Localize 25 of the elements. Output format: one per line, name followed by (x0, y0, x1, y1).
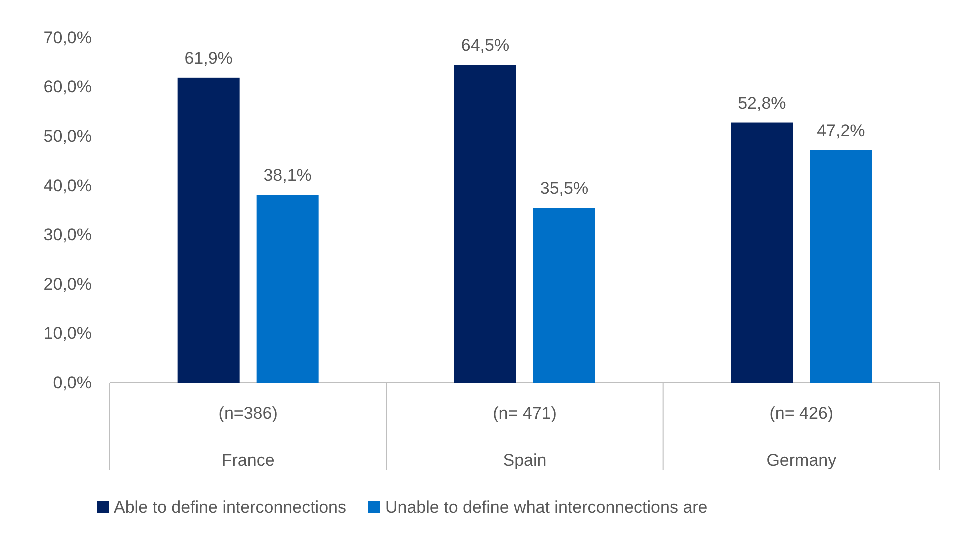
y-tick-label: 10,0% (44, 324, 92, 344)
category-label: (n= 426) Germany (766, 404, 837, 470)
bar (810, 150, 872, 383)
y-tick-label: 70,0% (44, 28, 92, 48)
bar (178, 78, 240, 383)
bar (256, 195, 319, 383)
data-label: 61,9% (184, 48, 233, 68)
y-tick-label: 60,0% (44, 78, 92, 97)
y-tick-label: 50,0% (44, 127, 92, 146)
data-label: 64,5% (461, 36, 510, 56)
y-tick-label: 20,0% (44, 274, 92, 294)
data-label: 38,1% (264, 166, 312, 186)
bar (731, 122, 794, 383)
y-tick-label: 0,0% (53, 373, 92, 392)
legend-label: Unable to define what interconnections are (386, 498, 708, 517)
bar (534, 208, 596, 383)
data-label: 47,2% (817, 121, 866, 140)
category-label: (n= 471) Spain (493, 404, 557, 470)
y-tick-label: 40,0% (44, 176, 92, 196)
bar (454, 65, 516, 383)
data-label: 52,8% (738, 94, 786, 113)
y-tick-label: 30,0% (44, 226, 92, 245)
category-label: (n=386) France (218, 404, 278, 470)
legend-label: Able to define interconnections (114, 498, 346, 517)
data-label: 35,5% (540, 179, 589, 198)
